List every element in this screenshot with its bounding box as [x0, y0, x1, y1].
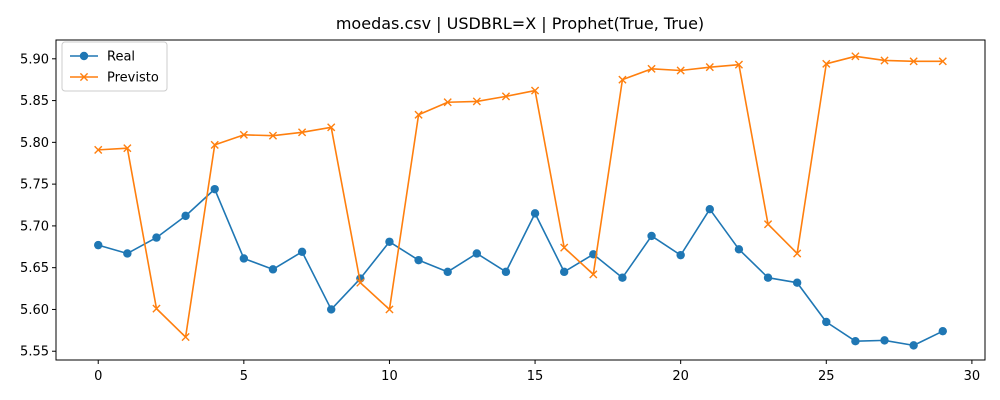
data-point-previsto [94, 145, 103, 154]
data-point-real [851, 337, 860, 346]
x-tick-label: 10 [381, 369, 398, 384]
data-point-previsto [123, 144, 132, 153]
data-point-previsto [443, 98, 452, 107]
data-point-previsto [356, 278, 365, 287]
data-point-previsto [297, 128, 307, 137]
data-point-real [181, 211, 190, 221]
data-point-real [647, 231, 656, 241]
data-point-previsto [472, 97, 481, 106]
data-point-previsto [705, 63, 714, 72]
data-point-previsto [763, 220, 773, 229]
data-point-previsto [385, 305, 394, 314]
x-tick-label: 15 [527, 369, 544, 384]
data-point-real [443, 267, 452, 277]
data-point-real [210, 184, 219, 194]
data-point-real [239, 254, 249, 263]
data-point-previsto [734, 60, 744, 69]
data-point-previsto [676, 66, 685, 75]
data-point-previsto [938, 57, 947, 66]
data-point-previsto [327, 123, 336, 132]
data-point-real [414, 255, 423, 265]
data-point-previsto [181, 332, 190, 342]
data-point-previsto [501, 92, 511, 101]
data-point-real [792, 278, 802, 287]
x-tick-label: 0 [94, 369, 102, 384]
data-point-previsto [152, 304, 161, 313]
data-point-real [559, 267, 569, 277]
legend-label-previsto: Previsto [107, 71, 159, 86]
data-point-real [705, 204, 714, 214]
y-tick-label: 5.60 [20, 303, 49, 318]
data-point-real [909, 341, 918, 350]
axes: 0 5 10 15 20 25 30 5.55 5.60 5.65 5.70 5.75 5.80 5.85… [20, 39, 986, 384]
y-tick-label: 5.70 [20, 219, 49, 234]
plot-frame [55, 39, 986, 361]
data-point-real [327, 305, 336, 314]
data-point-previsto [880, 56, 889, 65]
data-point-real [472, 249, 482, 258]
series-line-previsto [98, 55, 943, 338]
data-point-previsto [793, 249, 802, 258]
data-point-previsto [210, 140, 219, 149]
data-point-real [734, 245, 744, 254]
data-point-previsto [618, 75, 627, 84]
data-point-real [268, 265, 278, 274]
data-point-previsto [647, 64, 656, 73]
x-tick-label: 20 [672, 369, 689, 384]
data-point-real [763, 273, 773, 282]
y-tick-label: 5.75 [20, 178, 49, 193]
data-point-previsto [822, 59, 831, 68]
data-point-previsto [560, 243, 569, 252]
data-point-previsto [851, 52, 860, 61]
series-line-real [98, 188, 944, 347]
data-point-real [94, 240, 103, 250]
data-point-real [938, 326, 947, 336]
data-point-real [530, 209, 540, 218]
data-point-real [618, 273, 627, 282]
x-tick-label: 25 [818, 369, 835, 384]
series-layer [94, 52, 947, 350]
data-point-previsto [268, 131, 278, 140]
data-point-real [676, 250, 685, 260]
y-tick-label: 5.55 [20, 345, 49, 360]
data-point-real [822, 317, 831, 327]
y-tick-label: 5.85 [20, 94, 49, 109]
y-tick-label: 5.65 [20, 261, 49, 276]
data-point-previsto [239, 130, 248, 139]
chart-title: moedas.csv | USDBRL=X | Prophet(True, Tr… [336, 14, 704, 33]
legend-box [61, 41, 168, 92]
x-tick-label: 30 [964, 369, 981, 384]
data-point-real [297, 247, 307, 257]
data-point-real [385, 237, 394, 246]
data-point-previsto [909, 57, 918, 66]
legend-label-real: Real [107, 50, 135, 65]
legend-marker-previsto [79, 72, 89, 82]
x-tick-label: 5 [240, 369, 248, 384]
data-point-real [501, 267, 511, 277]
y-tick-label: 5.90 [20, 52, 49, 67]
data-point-previsto [414, 110, 423, 119]
data-point-real [880, 336, 889, 345]
data-point-previsto [530, 86, 540, 95]
data-point-previsto [589, 270, 598, 279]
data-point-real [123, 249, 132, 258]
data-point-real [152, 233, 161, 242]
y-tick-label: 5.80 [20, 136, 49, 151]
legend: Real Previsto [61, 41, 168, 92]
legend-marker-real [79, 51, 89, 61]
